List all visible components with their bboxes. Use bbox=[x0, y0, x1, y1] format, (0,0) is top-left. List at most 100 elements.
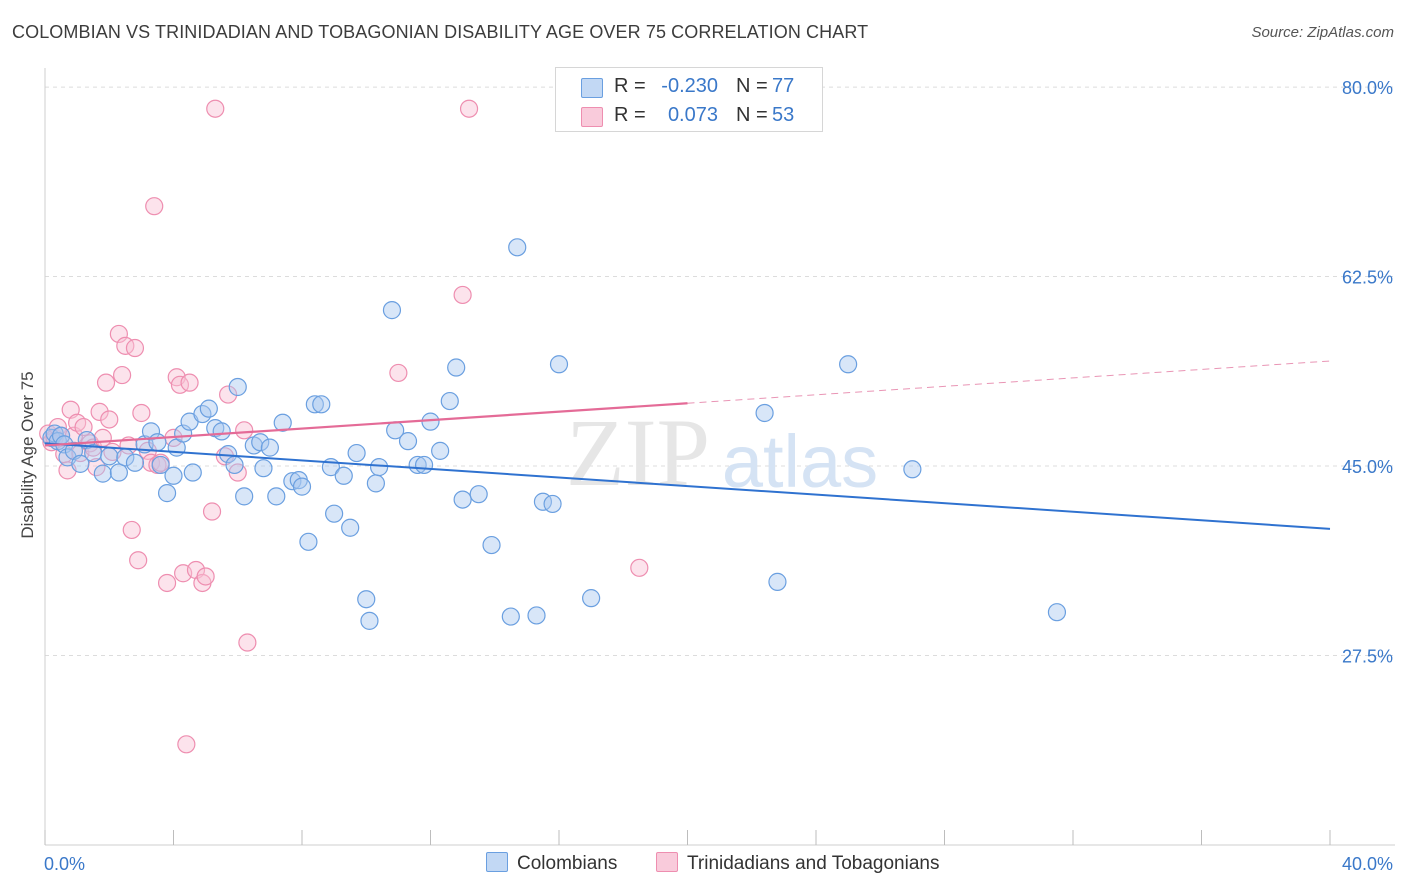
legend-swatch-colombians bbox=[486, 852, 508, 872]
colombian-point bbox=[469, 485, 488, 504]
watermark: ZIP atlas bbox=[566, 399, 878, 506]
trinidadian-point bbox=[459, 99, 479, 118]
trinidadian-point bbox=[196, 567, 215, 586]
colombian-point bbox=[1047, 603, 1067, 622]
legend-r-value: 0.073 bbox=[667, 104, 718, 126]
trinidadian-point bbox=[389, 363, 408, 383]
source-label: Source: ZipAtlas.com bbox=[1251, 24, 1394, 41]
trinidadian-point bbox=[202, 502, 222, 521]
legend-item-colombians[interactable]: Colombians bbox=[486, 852, 617, 875]
colombian-point bbox=[71, 454, 90, 473]
colombian-point bbox=[225, 455, 244, 475]
watermark-zip: ZIP bbox=[566, 399, 710, 506]
colombian-point bbox=[235, 487, 254, 506]
axes bbox=[44, 68, 1395, 846]
tick-labels: 80.0% 62.5% 45.0% 27.5% 0.0% 40.0% bbox=[44, 78, 1393, 874]
trinidadian-point bbox=[157, 573, 177, 593]
colombian-point bbox=[341, 518, 360, 537]
colombian-point bbox=[839, 355, 858, 374]
colombian-point bbox=[768, 572, 787, 591]
legend-label-trinidadians: Trinidadians and Tobagonians bbox=[687, 853, 940, 874]
colombian-point bbox=[501, 607, 520, 626]
legend-r-value: -0.230 bbox=[661, 75, 718, 97]
colombian-point bbox=[370, 458, 389, 477]
colombian-point bbox=[398, 432, 418, 451]
legend-row-trinidadians: R = 0.073 N = 53 bbox=[556, 101, 822, 131]
trinidadian-point bbox=[125, 338, 145, 358]
colombian-point bbox=[251, 433, 270, 452]
y-tick-label: 62.5% bbox=[1342, 268, 1393, 288]
colombian-point bbox=[440, 391, 459, 411]
trinidadian-point bbox=[90, 402, 109, 421]
colombian-point bbox=[549, 355, 569, 374]
legend-r-label: R = bbox=[614, 75, 646, 97]
series-colombians-points bbox=[42, 238, 1067, 630]
colombian-point bbox=[453, 490, 472, 509]
colombian-point bbox=[292, 477, 312, 496]
x-tick-label: 40.0% bbox=[1342, 854, 1393, 874]
colombian-point bbox=[755, 403, 774, 423]
trend-line-trinidadians-extension bbox=[687, 360, 1331, 404]
legend-n-value: 77 bbox=[772, 75, 795, 97]
colombian-point bbox=[254, 459, 273, 478]
trend-line-trinidadians bbox=[44, 402, 688, 447]
colombian-point bbox=[109, 463, 128, 482]
trinidadian-point bbox=[100, 410, 119, 429]
colombian-point bbox=[100, 447, 119, 466]
colombian-point bbox=[157, 484, 177, 503]
y-tick-label: 80.0% bbox=[1342, 78, 1393, 98]
colombian-point bbox=[325, 504, 344, 523]
colombian-point bbox=[334, 466, 353, 485]
trinidadian-point bbox=[206, 99, 225, 118]
colombian-point bbox=[93, 464, 112, 483]
colombian-point bbox=[141, 422, 161, 441]
trend-line-colombians bbox=[44, 442, 1331, 530]
trinidadian-point bbox=[177, 735, 196, 754]
x-tick-label: 0.0% bbox=[44, 854, 85, 874]
trinidadian-point bbox=[180, 373, 199, 392]
colombian-point bbox=[347, 443, 366, 463]
legend-swatch-trinidadians bbox=[581, 107, 603, 127]
trinidadian-point bbox=[112, 365, 132, 385]
legend-item-trinidadians[interactable]: Trinidadians and Tobagonians bbox=[656, 852, 939, 875]
trinidadian-point bbox=[630, 558, 649, 577]
colombian-point bbox=[299, 532, 318, 551]
legend-r-label: R = bbox=[614, 104, 646, 126]
trinidadian-point bbox=[238, 633, 257, 652]
legend-swatch-colombians bbox=[581, 78, 603, 98]
trinidadian-point bbox=[122, 520, 141, 540]
colombian-point bbox=[283, 472, 302, 491]
trinidadian-point bbox=[129, 551, 148, 570]
colombian-point bbox=[447, 358, 466, 377]
y-tick-label: 45.0% bbox=[1342, 457, 1393, 477]
colombian-point bbox=[382, 301, 402, 320]
colombian-point bbox=[273, 413, 292, 432]
legend-swatch-trinidadians bbox=[656, 852, 678, 872]
colombian-point bbox=[421, 412, 440, 431]
colombian-point bbox=[357, 590, 376, 609]
trinidadian-point bbox=[96, 373, 116, 392]
legend-n-label: N = bbox=[736, 104, 768, 126]
y-tick-label: 27.5% bbox=[1342, 647, 1393, 667]
colombian-point bbox=[431, 441, 450, 460]
colombian-point bbox=[148, 433, 167, 452]
trinidadian-point bbox=[453, 285, 472, 305]
colombian-point bbox=[360, 611, 379, 630]
colombian-point bbox=[164, 466, 183, 485]
legend-row-colombians: R = -0.230 N = 77 bbox=[556, 72, 822, 102]
colombian-point bbox=[183, 463, 202, 482]
colombian-point bbox=[305, 395, 324, 414]
trinidadian-point bbox=[145, 197, 164, 216]
series-legend: Colombians Trinidadians and Tobagonians bbox=[0, 852, 1406, 878]
colombian-point bbox=[414, 455, 434, 475]
colombian-point bbox=[582, 589, 601, 608]
colombian-point bbox=[366, 474, 385, 493]
colombian-point bbox=[267, 487, 286, 506]
chart-title: COLOMBIAN VS TRINIDADIAN AND TOBAGONIAN … bbox=[12, 22, 869, 42]
trinidadian-point bbox=[132, 403, 151, 423]
stats-legend: R = -0.230 N = 77 R = 0.073 N = 53 bbox=[555, 67, 823, 132]
trend-lines bbox=[44, 360, 1331, 530]
colombian-point bbox=[312, 395, 331, 414]
colombian-point bbox=[199, 399, 218, 418]
